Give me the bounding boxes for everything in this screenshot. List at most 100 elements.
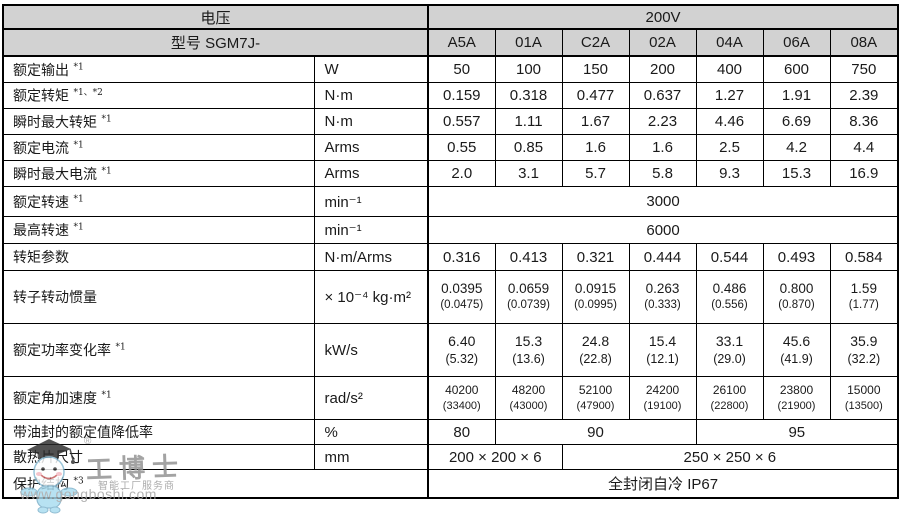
value-cell: 100 <box>494 55 563 83</box>
value-cell: 9.3 <box>695 160 764 187</box>
value-cell: 45.6 (41.9) <box>762 323 831 377</box>
value-cell: 8.36 <box>829 108 899 135</box>
table-row: 瞬时最大转矩 *1 N·m 0.557 1.11 1.67 2.23 4.46 … <box>2 108 899 135</box>
value-cell-merged: 250 × 250 × 6 <box>561 444 899 470</box>
model-column-header: A5A <box>427 28 496 57</box>
table-row: 额定角加速度 *1 rad/s² 40200 (33400) 48200 (4300… <box>2 376 899 420</box>
footnote-marker: *1 <box>101 113 112 124</box>
model-column-header: 06A <box>762 28 831 57</box>
value-cell: 0.318 <box>494 82 563 109</box>
row-label-power-rate: 额定功率变化率 *1 <box>2 323 315 377</box>
value-cell: 0.444 <box>628 243 697 271</box>
value-cell: 200 <box>628 55 697 83</box>
table-row: 转子转动惯量 × 10⁻⁴ kg·m² 0.0395 (0.0475) 0.065… <box>2 270 899 324</box>
model-column-header: 04A <box>695 28 764 57</box>
row-unit: % <box>313 419 429 445</box>
row-unit: min⁻¹ <box>313 216 429 244</box>
value-cell: 1.27 <box>695 82 764 109</box>
value-cell: 48200 (43000) <box>494 376 563 420</box>
value-cell: 2.23 <box>628 108 697 135</box>
value-cell: 15000 (13500) <box>829 376 899 420</box>
row-unit: W <box>313 55 429 83</box>
value-cell: 0.321 <box>561 243 630 271</box>
value-cell: 0.477 <box>561 82 630 109</box>
value-cell: 80 <box>427 419 496 445</box>
value-cell: 4.2 <box>762 134 831 161</box>
table-row: 额定转速 *1 min⁻¹ 3000 <box>2 186 899 217</box>
model-column-header: 08A <box>829 28 899 57</box>
value-cell: 3.1 <box>494 160 563 187</box>
row-unit: Arms <box>313 134 429 161</box>
value-cell: 2.39 <box>829 82 899 109</box>
value-cell: 1.91 <box>762 82 831 109</box>
table-row: 额定电流 *1 Arms 0.55 0.85 1.6 1.6 2.5 4.2 4… <box>2 134 899 161</box>
value-cell: 0.159 <box>427 82 496 109</box>
model-column-header: 02A <box>628 28 697 57</box>
value-cell: 0.0659 (0.0739) <box>494 270 563 324</box>
value-cell: 0.0915 (0.0995) <box>561 270 630 324</box>
row-unit: N·m <box>313 108 429 135</box>
value-cell-merged: 90 <box>494 419 697 445</box>
footnote-marker: *3 <box>73 475 84 486</box>
row-label-protection: 保护结构 *3 <box>2 469 429 499</box>
value-cell: 40200 (33400) <box>427 376 496 420</box>
value-cell: 0.493 <box>762 243 831 271</box>
row-label-angular-accel: 额定角加速度 *1 <box>2 376 315 420</box>
value-cell: 600 <box>762 55 831 83</box>
row-label-max-speed: 最高转速 *1 <box>2 216 315 244</box>
footnote-marker: *1 <box>73 193 84 204</box>
value-cell: 0.557 <box>427 108 496 135</box>
value-cell: 750 <box>829 55 899 83</box>
row-unit: Arms <box>313 160 429 187</box>
value-cell: 0.55 <box>427 134 496 161</box>
value-cell: 35.9 (32.2) <box>829 323 899 377</box>
value-cell: 33.1 (29.0) <box>695 323 764 377</box>
value-cell: 24200 (19100) <box>628 376 697 420</box>
value-cell: 50 <box>427 55 496 83</box>
footnote-marker: *1 <box>101 165 112 176</box>
value-cell: 26100 (22800) <box>695 376 764 420</box>
row-unit: N·m/Arms <box>313 243 429 271</box>
value-cell: 16.9 <box>829 160 899 187</box>
row-label-heatsink-size: 散热片尺寸 <box>2 444 315 470</box>
value-cell: 0.0395 (0.0475) <box>427 270 496 324</box>
table-row: 散热片尺寸 mm 200 × 200 × 6 250 × 250 × 6 <box>2 444 899 470</box>
row-unit: mm <box>313 444 429 470</box>
table-row: 瞬时最大电流 *1 Arms 2.0 3.1 5.7 5.8 9.3 15.3 … <box>2 160 899 187</box>
value-cell: 4.4 <box>829 134 899 161</box>
footnote-marker: *1 <box>73 61 84 72</box>
table-row: 保护结构 *3 全封闭自冷 IP67 <box>2 469 899 499</box>
value-cell: 15.4 (12.1) <box>628 323 697 377</box>
table-row: 最高转速 *1 min⁻¹ 6000 <box>2 216 899 244</box>
value-cell: 150 <box>561 55 630 83</box>
row-label-oil-seal-derating: 带油封的额定值降低率 <box>2 419 315 445</box>
footnote-marker: *1、*2 <box>73 88 103 99</box>
row-unit: rad/s² <box>313 376 429 420</box>
value-cell: 0.413 <box>494 243 563 271</box>
table-row: 型号 SGM7J- A5A 01A C2A 02A 04A 06A 08A <box>2 28 899 57</box>
footnote-marker: *1 <box>73 139 84 150</box>
value-cell: 6.40 (5.32) <box>427 323 496 377</box>
value-cell-merged: 全封闭自冷 IP67 <box>427 469 899 499</box>
value-cell: 0.263 (0.333) <box>628 270 697 324</box>
footnote-marker: *1 <box>115 342 126 353</box>
value-cell: 5.7 <box>561 160 630 187</box>
value-cell-merged: 200 × 200 × 6 <box>427 444 563 470</box>
row-label-rotor-inertia: 转子转动惯量 <box>2 270 315 324</box>
value-cell: 2.0 <box>427 160 496 187</box>
row-unit: min⁻¹ <box>313 186 429 217</box>
row-unit: kW/s <box>313 323 429 377</box>
value-cell: 0.584 <box>829 243 899 271</box>
value-cell: 1.59 (1.77) <box>829 270 899 324</box>
value-cell: 1.6 <box>561 134 630 161</box>
model-column-header: 01A <box>494 28 563 57</box>
value-cell: 1.6 <box>628 134 697 161</box>
value-cell: 52100 (47900) <box>561 376 630 420</box>
value-cell: 0.316 <box>427 243 496 271</box>
table-row: 额定转矩 *1、*2 N·m 0.159 0.318 0.477 0.637 1… <box>2 82 899 109</box>
footnote-marker: *1 <box>73 222 84 233</box>
model-header-label: 型号 SGM7J- <box>2 28 429 57</box>
footnote-marker: *1 <box>101 390 112 401</box>
value-cell: 23800 (21900) <box>762 376 831 420</box>
